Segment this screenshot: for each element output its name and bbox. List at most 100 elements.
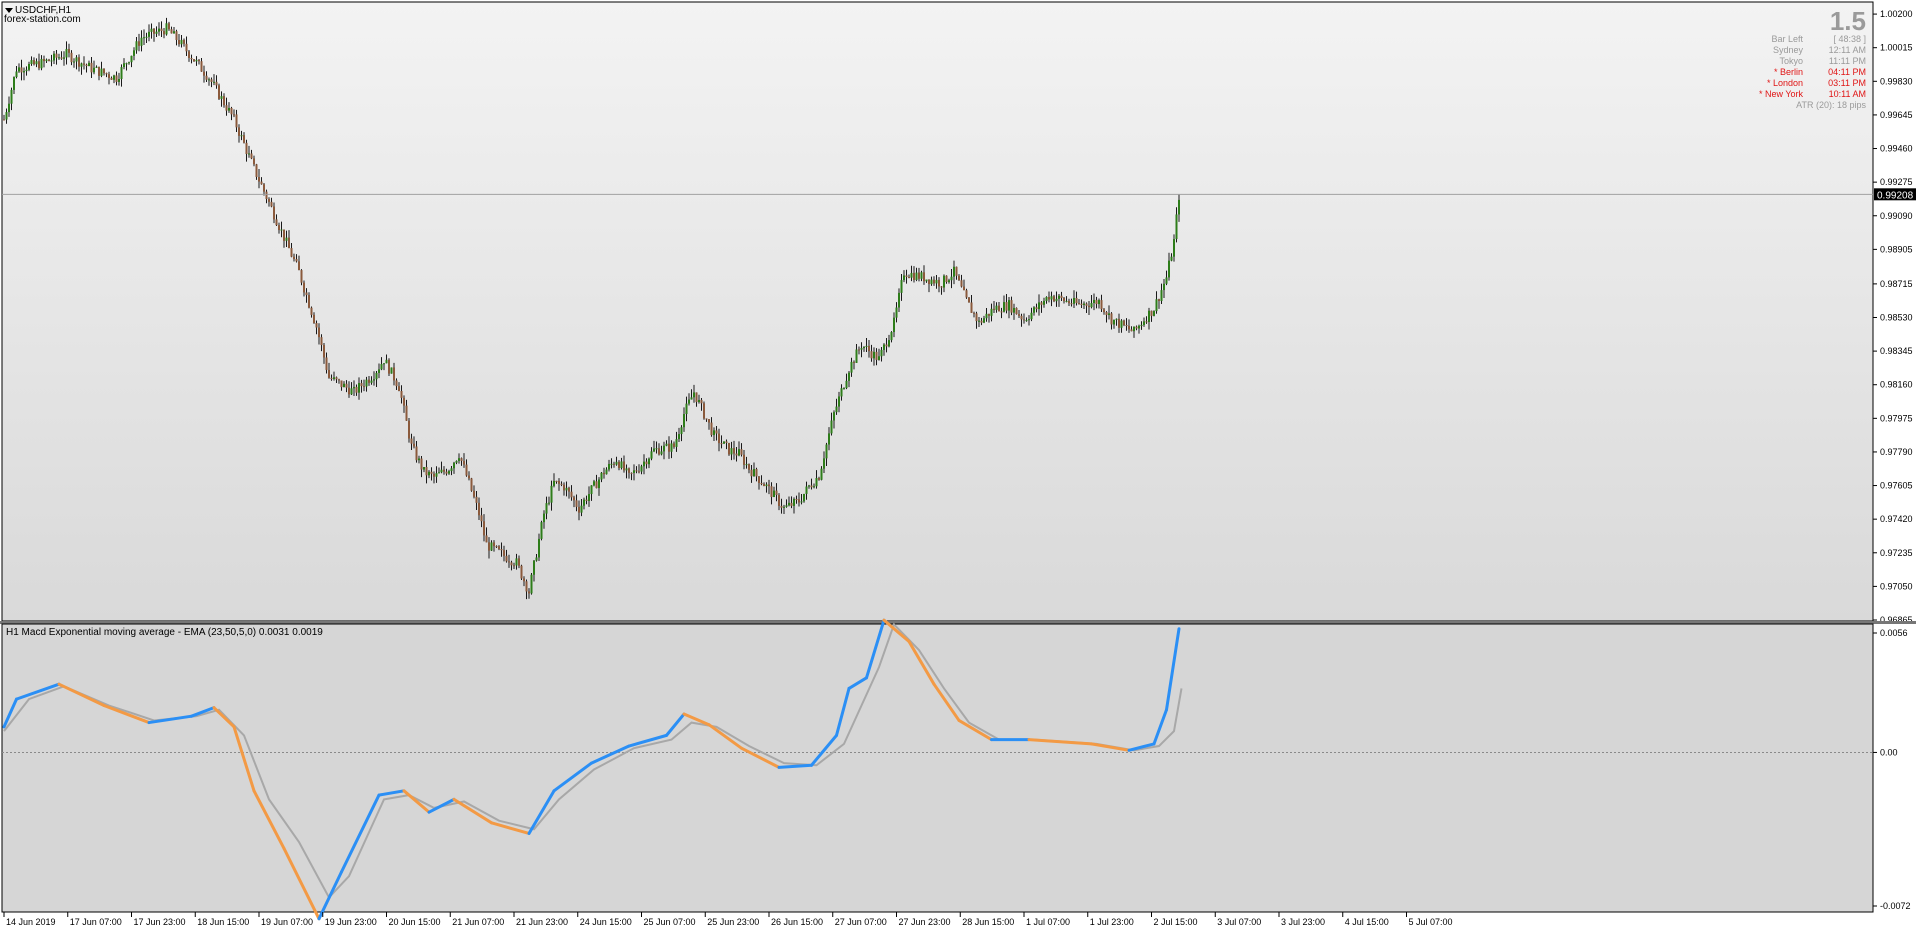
candle-body — [153, 28, 155, 34]
candle-body — [115, 75, 118, 82]
price-axis: 1.00200 1.00015 0.99830 0.99645 0.99460 0.992… — [1873, 9, 1913, 625]
candle-body — [1060, 295, 1063, 299]
candle-body — [1045, 296, 1048, 301]
candle-body — [313, 314, 315, 324]
candle-body — [1173, 239, 1175, 257]
candle-body — [1140, 324, 1143, 326]
candle-body — [763, 484, 765, 487]
macd-segment — [490, 821, 531, 835]
candle-body — [825, 444, 828, 459]
candle-body — [530, 574, 533, 594]
candle-body — [980, 320, 983, 323]
candle-body — [850, 361, 853, 373]
candle-body — [743, 454, 745, 465]
candle-body — [498, 546, 500, 550]
candle-body — [585, 499, 588, 501]
candle-body — [885, 344, 888, 347]
pane-separator[interactable] — [0, 621, 1916, 624]
candle-body — [650, 451, 653, 459]
candle-body — [73, 61, 75, 63]
candle-body — [708, 419, 710, 423]
candle-body — [558, 480, 560, 484]
candle-body — [810, 485, 813, 488]
candles — [3, 17, 1180, 600]
candle-body — [1110, 313, 1113, 325]
candle-body — [1073, 297, 1075, 304]
candle-body — [13, 77, 15, 90]
candle-body — [168, 23, 170, 30]
candle-body — [195, 59, 198, 62]
candle-body — [855, 349, 858, 363]
candle-body — [58, 57, 60, 59]
chart-menu-arrow-icon[interactable] — [5, 8, 13, 13]
candle-body — [428, 471, 430, 476]
candle-body — [1175, 214, 1178, 240]
current-price-tag: 0.99208 — [1874, 188, 1916, 201]
candle-body — [780, 505, 783, 508]
price-tick-label: 0.98905 — [1880, 244, 1913, 254]
candle-body — [965, 290, 968, 298]
candle-body — [975, 313, 978, 322]
candle-body — [533, 560, 535, 575]
candle-body — [1010, 300, 1013, 313]
candle-body — [508, 561, 510, 563]
candle-body — [640, 466, 643, 472]
candle-body — [758, 476, 760, 483]
candle-body — [348, 387, 350, 395]
candle-body — [820, 468, 823, 480]
candle-body — [893, 317, 895, 333]
indicator-axis: 0.0056 0.00 -0.0072 — [1873, 628, 1911, 911]
candle-body — [1093, 299, 1095, 304]
macd-segment — [835, 686, 851, 737]
candle-body — [475, 496, 478, 503]
price-pane[interactable]: 1.00200 1.00015 0.99830 0.99645 0.99460 0.992… — [1, 1, 1916, 625]
candle-body — [445, 471, 448, 474]
candle-body — [1163, 283, 1165, 291]
candle-body — [685, 403, 688, 415]
candle-body — [435, 473, 438, 477]
candle-body — [340, 380, 343, 388]
candle-body — [523, 578, 525, 582]
candle-body — [48, 59, 50, 61]
candle-body — [375, 372, 378, 380]
candle-body — [848, 372, 850, 381]
candle-body — [98, 66, 100, 76]
candle-body — [583, 499, 585, 506]
candle-body — [155, 31, 158, 34]
price-tick-label: 0.98715 — [1880, 279, 1913, 289]
macd-segment — [317, 870, 343, 921]
candle-body — [390, 367, 393, 374]
candle-body — [710, 422, 713, 436]
candle-body — [1155, 299, 1158, 312]
candle-body — [110, 77, 113, 80]
candle-body — [1125, 325, 1128, 327]
candle-body — [928, 279, 930, 285]
macd-segment — [340, 793, 381, 874]
candle-body — [335, 377, 338, 380]
candle-body — [45, 59, 48, 62]
time-tick-label: 5 Jul 07:00 — [1409, 917, 1453, 927]
candle-body — [818, 478, 820, 480]
candle-body — [403, 397, 405, 406]
candle-body — [485, 535, 488, 543]
indicator-pane-background — [1, 623, 1874, 913]
candle-body — [128, 62, 130, 64]
macd-segment — [102, 704, 151, 725]
candle-body — [180, 39, 183, 45]
candle-body — [963, 286, 965, 291]
candle-body — [945, 275, 948, 283]
candle-body — [198, 59, 200, 62]
candle-body — [858, 349, 860, 351]
time-tick-label: 1 Jul 07:00 — [1026, 917, 1070, 927]
candle-body — [380, 364, 383, 370]
candle-body — [880, 349, 883, 357]
time-tick-label: 17 Jun 07:00 — [70, 917, 122, 927]
candle-body — [768, 484, 770, 487]
indicator-tick-label: 0.0056 — [1880, 628, 1908, 638]
macd-line — [2, 618, 1181, 921]
candle-body — [795, 498, 798, 500]
indicator-pane[interactable]: H1 Macd Exponential moving average - EMA… — [1, 618, 1911, 921]
macd-segment — [627, 733, 668, 748]
macd-segment — [15, 682, 61, 701]
